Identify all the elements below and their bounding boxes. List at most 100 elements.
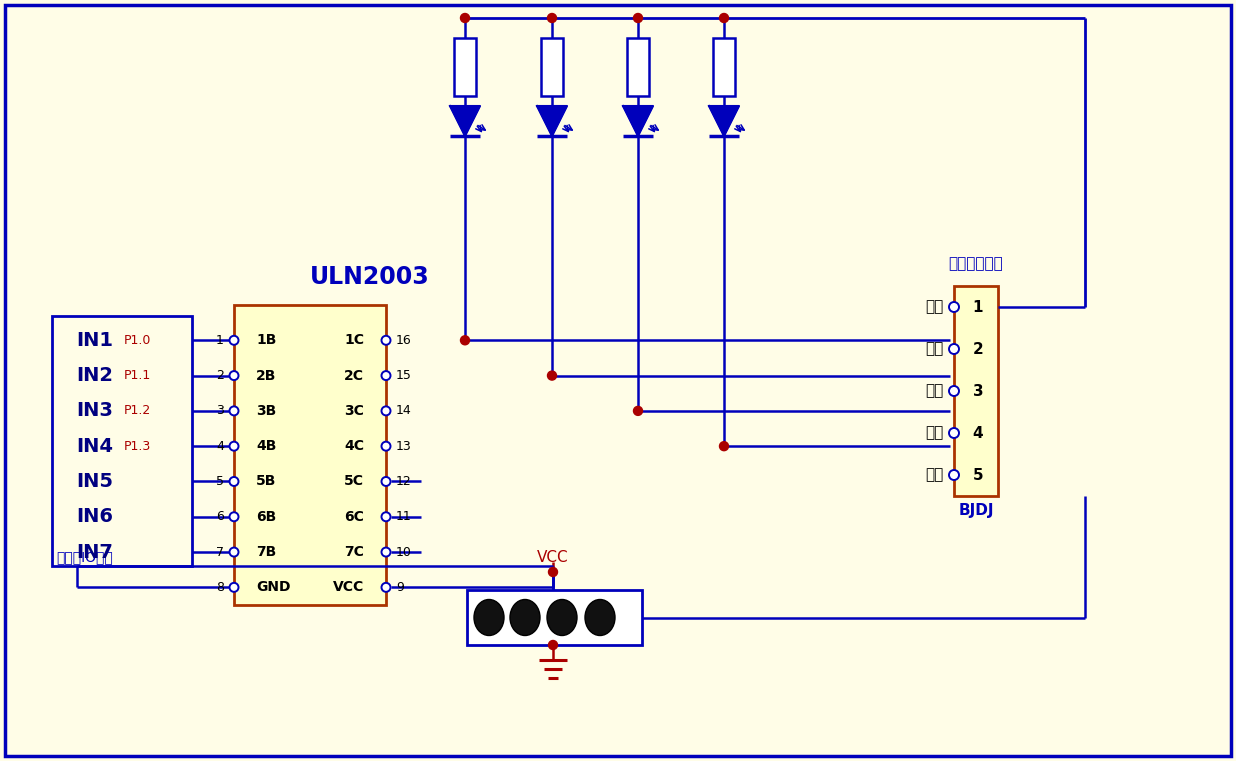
Text: 3B: 3B	[256, 404, 277, 418]
Text: BJDJ: BJDJ	[958, 502, 994, 517]
Text: 橙色: 橙色	[926, 342, 944, 356]
Text: 1: 1	[216, 334, 224, 347]
Polygon shape	[623, 106, 653, 136]
Circle shape	[719, 441, 728, 451]
Text: 4: 4	[973, 425, 984, 441]
Circle shape	[230, 336, 239, 345]
Text: 7B: 7B	[256, 545, 277, 559]
Polygon shape	[709, 106, 739, 136]
Bar	[52, 316, 192, 566]
Bar	[454, 38, 476, 96]
Text: 2C: 2C	[344, 368, 363, 383]
Text: 12: 12	[396, 475, 412, 488]
Text: ULN2003: ULN2003	[310, 265, 430, 289]
Circle shape	[548, 371, 556, 380]
Text: 1: 1	[973, 300, 984, 314]
Polygon shape	[536, 106, 567, 136]
Circle shape	[719, 14, 728, 23]
Text: IN4: IN4	[75, 437, 112, 456]
Circle shape	[949, 428, 959, 438]
Circle shape	[461, 14, 470, 23]
Ellipse shape	[510, 600, 540, 635]
Text: 2: 2	[216, 369, 224, 382]
Text: 3C: 3C	[344, 404, 363, 418]
Circle shape	[382, 512, 391, 521]
Circle shape	[949, 344, 959, 354]
Circle shape	[230, 548, 239, 556]
Circle shape	[949, 470, 959, 480]
Text: 6B: 6B	[256, 510, 277, 524]
Circle shape	[230, 477, 239, 486]
Text: 4: 4	[216, 440, 224, 453]
Circle shape	[230, 371, 239, 380]
Text: IN6: IN6	[75, 508, 112, 527]
Text: IN3: IN3	[75, 401, 112, 420]
Text: 紫色: 紫色	[926, 425, 944, 441]
Circle shape	[461, 336, 470, 345]
Text: 4B: 4B	[256, 439, 277, 454]
Text: 3: 3	[973, 384, 984, 399]
Text: P1.3: P1.3	[124, 440, 151, 453]
Text: 2B: 2B	[256, 368, 277, 383]
Text: 13: 13	[396, 440, 412, 453]
Bar	[467, 590, 641, 645]
Bar	[627, 38, 649, 96]
Text: 5: 5	[216, 475, 224, 488]
Text: 5: 5	[973, 467, 984, 482]
Text: 单片机IO引脚: 单片机IO引脚	[56, 550, 112, 564]
Text: 1C: 1C	[344, 333, 363, 347]
Text: 10: 10	[396, 546, 412, 559]
Text: IN5: IN5	[75, 472, 112, 491]
Text: IN7: IN7	[75, 543, 112, 562]
Text: GND: GND	[256, 581, 290, 594]
Text: 5B: 5B	[256, 474, 277, 489]
Text: 9: 9	[396, 581, 404, 594]
Text: 11: 11	[396, 511, 412, 524]
Circle shape	[230, 441, 239, 451]
Circle shape	[382, 477, 391, 486]
Text: IN2: IN2	[75, 366, 112, 385]
Circle shape	[382, 336, 391, 345]
Text: 7: 7	[216, 546, 224, 559]
Ellipse shape	[473, 600, 504, 635]
Text: 5C: 5C	[344, 474, 363, 489]
Circle shape	[549, 641, 557, 649]
Polygon shape	[450, 106, 480, 136]
Text: 红色: 红色	[926, 300, 944, 314]
Circle shape	[382, 548, 391, 556]
Text: 8: 8	[216, 581, 224, 594]
Circle shape	[634, 406, 643, 416]
Circle shape	[230, 583, 239, 592]
Ellipse shape	[548, 600, 577, 635]
Text: 6C: 6C	[344, 510, 363, 524]
Circle shape	[230, 512, 239, 521]
Bar	[234, 305, 386, 605]
Text: VCC: VCC	[332, 581, 363, 594]
Text: 黄色: 黄色	[926, 384, 944, 399]
Circle shape	[634, 14, 643, 23]
Text: 蓝色: 蓝色	[926, 467, 944, 482]
Text: P1.0: P1.0	[124, 334, 151, 347]
Text: VCC: VCC	[538, 549, 569, 565]
Text: IN1: IN1	[75, 331, 112, 350]
Text: 1B: 1B	[256, 333, 277, 347]
Text: 7C: 7C	[344, 545, 363, 559]
Circle shape	[949, 302, 959, 312]
Circle shape	[548, 14, 556, 23]
Text: 3: 3	[216, 404, 224, 417]
Circle shape	[230, 406, 239, 416]
Text: 14: 14	[396, 404, 412, 417]
Bar	[713, 38, 735, 96]
Text: P1.2: P1.2	[124, 404, 151, 417]
Bar	[541, 38, 564, 96]
Circle shape	[949, 386, 959, 396]
Text: 4C: 4C	[344, 439, 363, 454]
Circle shape	[382, 583, 391, 592]
Bar	[954, 286, 997, 496]
Text: 步进电机接口: 步进电机接口	[948, 256, 1004, 272]
Circle shape	[382, 406, 391, 416]
Text: 16: 16	[396, 334, 412, 347]
Text: 2: 2	[973, 342, 984, 356]
Circle shape	[549, 568, 557, 577]
Text: P1.1: P1.1	[124, 369, 151, 382]
